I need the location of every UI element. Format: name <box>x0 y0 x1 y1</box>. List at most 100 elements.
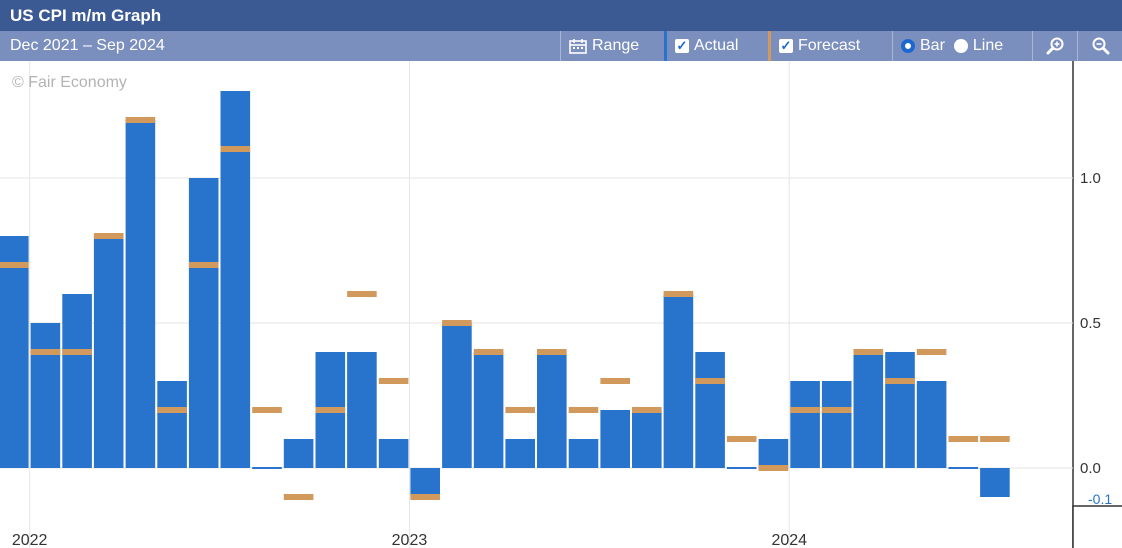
actual-bars <box>0 91 1010 497</box>
range-button[interactable]: Range <box>560 31 664 61</box>
forecast-checkbox[interactable]: ✓ <box>779 38 793 53</box>
forecast-marker[interactable] <box>885 378 915 384</box>
bar-radio[interactable] <box>901 39 915 53</box>
forecast-marker[interactable] <box>157 407 187 413</box>
actual-bar[interactable] <box>30 323 61 468</box>
x-tick-label: 2023 <box>392 532 428 548</box>
forecast-marker[interactable] <box>663 291 694 297</box>
forecast-marker[interactable] <box>252 407 282 413</box>
actual-bar[interactable] <box>188 178 219 468</box>
forecast-marker[interactable] <box>473 349 504 355</box>
actual-bar[interactable] <box>726 467 757 469</box>
y-tick-label: 1.0 <box>1080 170 1101 187</box>
forecast-marker[interactable] <box>695 378 725 384</box>
forecast-marker[interactable] <box>853 349 884 355</box>
y-axis: 1.0 0.5 0.0 -0.1 <box>1060 61 1122 548</box>
actual-bar[interactable] <box>632 410 662 468</box>
forecast-marker[interactable] <box>93 233 124 239</box>
forecast-marker[interactable] <box>821 407 852 413</box>
actual-bar[interactable] <box>790 381 820 468</box>
actual-bar[interactable] <box>885 352 915 468</box>
forecast-marker[interactable] <box>125 117 156 123</box>
actual-bar[interactable] <box>473 352 504 468</box>
actual-bar[interactable] <box>378 439 409 468</box>
line-radio-label[interactable]: Line <box>972 37 1004 54</box>
actual-bar[interactable] <box>600 410 630 468</box>
zoom-in-button[interactable] <box>1032 31 1077 61</box>
calendar-icon <box>569 39 587 54</box>
date-range-label: Dec 2021 – Sep 2024 <box>10 37 165 54</box>
actual-checkbox[interactable]: ✓ <box>675 38 689 53</box>
forecast-marker[interactable] <box>378 378 409 384</box>
actual-bar[interactable] <box>568 439 599 468</box>
chart-mode-selector: Bar Line <box>892 31 1032 61</box>
forecast-marker[interactable] <box>632 407 662 413</box>
forecast-marker[interactable] <box>790 407 820 413</box>
actual-bar[interactable] <box>663 294 694 468</box>
zoom-in-icon <box>1046 37 1064 55</box>
forecast-marker[interactable] <box>726 436 757 442</box>
bar-radio-label[interactable]: Bar <box>920 37 945 54</box>
actual-bar[interactable] <box>853 352 884 468</box>
chart-toolbar: Dec 2021 – Sep 2024 Range ✓ Actual ✓ For… <box>0 31 1122 61</box>
zoom-out-button[interactable] <box>1077 31 1122 61</box>
forecast-marker[interactable] <box>220 146 251 152</box>
forecast-marker[interactable] <box>442 320 472 326</box>
forecast-marker[interactable] <box>948 436 979 442</box>
forecast-marker[interactable] <box>0 262 29 268</box>
forecast-marker[interactable] <box>30 349 61 355</box>
actual-toggle[interactable]: ✓ Actual <box>664 31 768 61</box>
forecast-marker[interactable] <box>283 494 314 500</box>
actual-bar[interactable] <box>93 236 124 468</box>
forecast-markers <box>0 117 1010 500</box>
actual-bar[interactable] <box>948 467 979 469</box>
window-title: US CPI m/m Graph <box>0 0 1122 31</box>
line-radio[interactable] <box>953 39 968 53</box>
forecast-marker[interactable] <box>568 407 599 413</box>
forecast-marker[interactable] <box>980 436 1010 442</box>
forecast-marker[interactable] <box>505 407 535 413</box>
cpi-bar-chart: 1.0 0.5 0.0 -0.1 2022 2023 2024 © Fair Econom… <box>0 61 1122 548</box>
y-tick-label: 0.5 <box>1080 315 1101 332</box>
forecast-toggle[interactable]: ✓ Forecast <box>768 31 892 61</box>
forecast-marker[interactable] <box>758 465 789 471</box>
x-axis-labels: 2022 2023 2024 <box>12 532 807 548</box>
actual-bar[interactable] <box>442 323 472 468</box>
forecast-marker[interactable] <box>188 262 219 268</box>
actual-bar[interactable] <box>821 381 852 468</box>
zoom-out-icon <box>1092 37 1110 55</box>
forecast-toggle-label: Forecast <box>798 37 861 54</box>
actual-bar[interactable] <box>347 352 377 468</box>
actual-bar[interactable] <box>157 381 187 468</box>
y-tick-label: 0.0 <box>1080 460 1101 477</box>
actual-bar[interactable] <box>62 294 92 468</box>
actual-bar[interactable] <box>283 439 314 468</box>
actual-bar[interactable] <box>0 236 29 468</box>
actual-bar[interactable] <box>220 91 251 468</box>
x-axis-corner-box <box>1072 505 1122 548</box>
actual-bar[interactable] <box>505 439 535 468</box>
forecast-marker[interactable] <box>347 291 377 297</box>
forecast-marker[interactable] <box>410 494 440 500</box>
current-value-label: -0.1 <box>1088 491 1112 507</box>
forecast-marker[interactable] <box>315 407 346 413</box>
range-button-label: Range <box>592 37 640 54</box>
actual-bar[interactable] <box>758 439 789 468</box>
actual-bar[interactable] <box>410 468 440 497</box>
x-tick-label: 2024 <box>771 532 807 548</box>
watermark: © Fair Economy <box>12 74 127 91</box>
actual-bar[interactable] <box>125 120 156 468</box>
forecast-marker[interactable] <box>62 349 92 355</box>
actual-bar[interactable] <box>980 468 1010 497</box>
forecast-marker[interactable] <box>537 349 567 355</box>
actual-toggle-label: Actual <box>694 37 739 54</box>
forecast-marker[interactable] <box>916 349 947 355</box>
y-axis-panel <box>1073 61 1122 548</box>
actual-bar[interactable] <box>916 381 947 468</box>
actual-bar[interactable] <box>537 352 567 468</box>
chart-grid <box>0 61 1072 548</box>
actual-bar[interactable] <box>252 467 282 469</box>
x-tick-label: 2022 <box>12 532 48 548</box>
forecast-marker[interactable] <box>600 378 630 384</box>
actual-bar[interactable] <box>695 352 725 468</box>
